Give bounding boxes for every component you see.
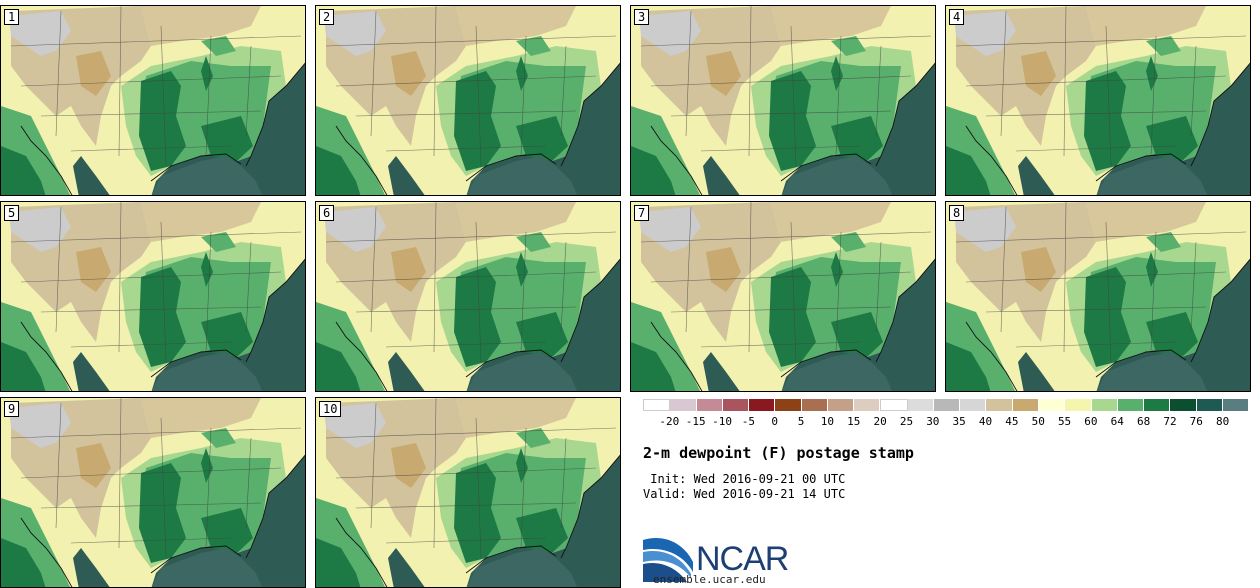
legend-tick: 50	[1031, 415, 1045, 428]
legend-swatch	[1144, 399, 1171, 411]
legend-tick: 55	[1057, 415, 1072, 428]
legend-tick: 76	[1189, 415, 1203, 428]
legend-tick: 45	[1005, 415, 1019, 428]
panel-label: 10	[319, 401, 342, 417]
legend-swatch	[827, 399, 855, 411]
legend-tick: 60	[1084, 415, 1098, 428]
legend-swatch	[801, 399, 828, 411]
panel-label: 2	[319, 9, 335, 25]
legend-tick: 25	[899, 415, 914, 428]
legend-swatch	[1170, 399, 1197, 411]
legend-tick: -5	[741, 415, 756, 428]
legend-swatch	[722, 399, 750, 411]
legend-tick: 72	[1163, 415, 1177, 428]
legend-tick: 40	[978, 415, 993, 428]
map-panel: 4	[945, 5, 1251, 196]
legend-tick: 20	[873, 415, 887, 428]
legend-tick: 35	[952, 415, 966, 428]
legend-tick: -15	[685, 415, 706, 428]
panel-label: 8	[949, 205, 965, 221]
ncar-logo-text: NCAR	[696, 540, 789, 578]
legend-swatch	[880, 399, 908, 411]
legend-swatch	[1117, 399, 1145, 411]
panel-label: 6	[319, 205, 335, 221]
site-url[interactable]: ensemble.ucar.edu	[653, 573, 766, 586]
map-panel: 6	[315, 201, 621, 392]
map-panel: 5	[0, 201, 306, 392]
chart-title: 2-m dewpoint (F) postage stamp	[643, 444, 914, 462]
legend-tick: 5	[797, 415, 805, 428]
map-panel: 8	[945, 201, 1251, 392]
init-time: Init: Wed 2016-09-21 00 UTC	[643, 472, 846, 486]
panel-label: 7	[634, 205, 650, 221]
legend-swatch	[933, 399, 961, 411]
legend-tick: 64	[1110, 415, 1124, 428]
legend-swatch	[1012, 399, 1039, 411]
map-panel: 7	[630, 201, 936, 392]
map-panel: 3	[630, 5, 936, 196]
legend-swatch	[907, 399, 934, 411]
legend-swatch	[1038, 399, 1066, 411]
map-panel: 2	[315, 5, 621, 196]
legend-swatch	[696, 399, 723, 411]
legend-tick: 80	[1216, 415, 1230, 428]
legend-tick: -20	[659, 415, 680, 428]
map-panel: 1	[0, 5, 306, 196]
legend-swatch	[643, 399, 671, 411]
legend-swatch	[1091, 399, 1118, 411]
legend-tick: 15	[847, 415, 861, 428]
legend-swatch	[670, 399, 697, 411]
legend-swatch	[749, 399, 776, 411]
legend-tick: 68	[1136, 415, 1151, 428]
legend-swatch	[960, 399, 987, 411]
legend-swatch	[854, 399, 881, 411]
panel-label: 5	[4, 205, 20, 221]
map-panel: 10	[315, 397, 621, 588]
legend-tick: 10	[820, 415, 835, 428]
legend-swatch	[986, 399, 1013, 411]
color-legend	[643, 399, 1250, 411]
panel-label: 9	[4, 401, 20, 417]
valid-time: Valid: Wed 2016-09-21 14 UTC	[643, 487, 846, 501]
panel-label: 1	[4, 9, 20, 25]
ncar-logo-icon	[643, 538, 693, 582]
legend-tick: -10	[712, 415, 732, 428]
legend-swatch	[775, 399, 802, 411]
map-panel: 9	[0, 397, 306, 588]
legend-swatch	[1065, 399, 1092, 411]
panel-label: 4	[949, 9, 965, 25]
legend-tick: 30	[926, 415, 940, 428]
panel-label: 3	[634, 9, 650, 25]
legend-tick: 0	[771, 415, 779, 428]
legend-ticks: -20 -15 -10 -5 0 5 10 15 20 25 30 35 40 45 50 55 60 64 68 7…	[630, 415, 1255, 429]
legend-swatch	[1222, 399, 1250, 411]
legend-swatch	[1196, 399, 1223, 411]
